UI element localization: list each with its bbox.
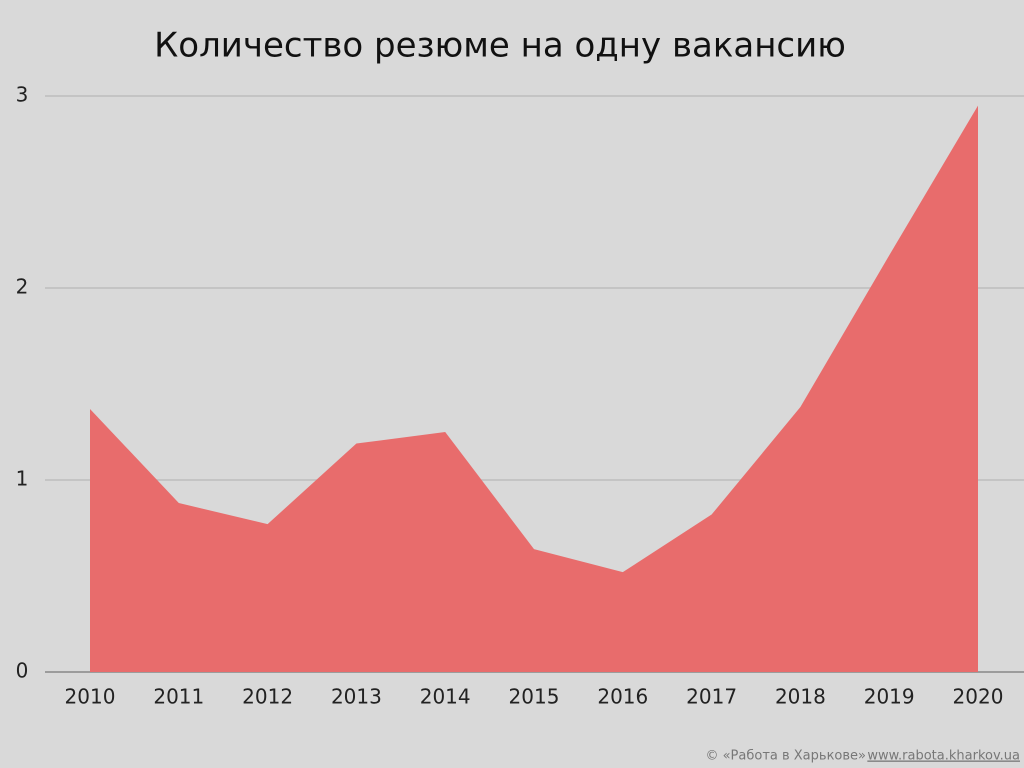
x-tick-label: 2010 bbox=[65, 685, 116, 709]
x-tick-label: 2015 bbox=[509, 685, 560, 709]
x-tick-label: 2017 bbox=[686, 685, 737, 709]
x-tick-label: 2020 bbox=[953, 685, 1004, 709]
x-tick-label: 2018 bbox=[775, 685, 826, 709]
x-tick-label: 2019 bbox=[864, 685, 915, 709]
area bbox=[90, 105, 978, 673]
x-tick-label: 2014 bbox=[420, 685, 471, 709]
footer-text: © «Работа в Харькове» bbox=[705, 749, 866, 764]
x-tick-label: 2012 bbox=[242, 685, 293, 709]
chart-title: Количество резюме на одну вакансию bbox=[154, 26, 846, 66]
y-tick-label: 2 bbox=[16, 275, 29, 299]
x-tick-label: 2013 bbox=[331, 685, 382, 709]
x-tick-label: 2011 bbox=[153, 685, 204, 709]
y-tick-label: 0 bbox=[16, 659, 29, 683]
y-tick-label: 1 bbox=[16, 467, 29, 491]
x-tick-label: 2016 bbox=[597, 685, 648, 709]
footer-link[interactable]: www.rabota.kharkov.ua bbox=[867, 749, 1020, 764]
y-tick-label: 3 bbox=[16, 83, 29, 107]
